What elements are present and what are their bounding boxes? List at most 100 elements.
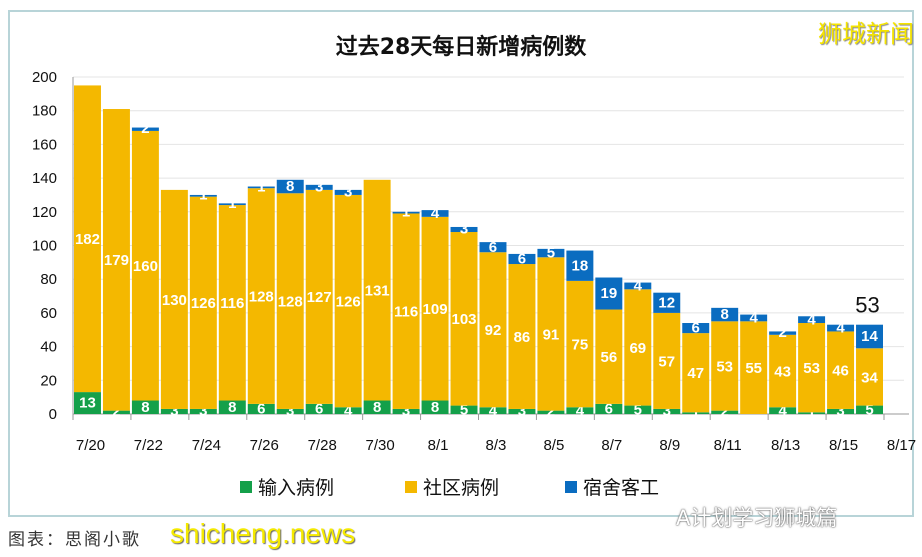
bar-segment xyxy=(827,324,855,332)
data-label: 53 xyxy=(716,358,733,375)
data-label: 4 xyxy=(778,402,787,419)
bar-segment xyxy=(363,179,391,401)
y-tick-label: 0 xyxy=(49,406,57,423)
data-label: 3 xyxy=(315,178,323,195)
data-label: 8 xyxy=(286,178,294,195)
data-label: 1 xyxy=(692,404,700,421)
bar-segment xyxy=(189,194,217,197)
bar-segment xyxy=(305,189,333,404)
data-label: 179 xyxy=(104,252,129,269)
data-label: 5 xyxy=(460,401,468,418)
data-label: 128 xyxy=(249,288,274,305)
data-label: 4 xyxy=(836,320,845,337)
x-tick-label: 7/24 xyxy=(192,437,221,454)
bar-segment xyxy=(769,331,797,335)
data-label: 131 xyxy=(365,283,390,300)
bar-segment xyxy=(131,130,159,401)
y-tick-label: 120 xyxy=(32,204,57,221)
x-tick-label: 8/9 xyxy=(659,437,680,454)
x-tick-label: 8/7 xyxy=(601,437,622,454)
data-label: 4 xyxy=(749,310,758,327)
bar-segment xyxy=(827,331,855,409)
data-label: 57 xyxy=(658,353,675,370)
y-tick-label: 200 xyxy=(32,69,57,86)
y-tick-label: 40 xyxy=(40,339,57,356)
data-label: 2 xyxy=(547,403,555,420)
bar-segment xyxy=(392,211,420,214)
bar-segment xyxy=(711,321,739,411)
bar-segment xyxy=(856,324,883,349)
bar-segment xyxy=(508,408,536,414)
data-label: 126 xyxy=(191,295,216,312)
bar-segment xyxy=(74,392,101,414)
bar-segment xyxy=(131,127,159,131)
data-label: 182 xyxy=(75,231,100,248)
data-label: 116 xyxy=(220,295,244,312)
data-label: 13 xyxy=(79,395,96,412)
data-label: 92 xyxy=(485,322,502,339)
data-label: 103 xyxy=(452,311,477,328)
bar-segment xyxy=(479,242,507,253)
data-label: 116 xyxy=(394,304,418,321)
data-label: 86 xyxy=(514,329,531,346)
x-tick-label: 7/20 xyxy=(76,437,105,454)
bar-segment xyxy=(160,408,188,414)
bar-segment xyxy=(798,316,826,324)
data-label: 128 xyxy=(278,293,303,310)
data-label: 4 xyxy=(431,205,440,222)
x-tick-label: 7/30 xyxy=(366,437,395,454)
bar-segment xyxy=(392,408,420,414)
bar-segment xyxy=(566,250,594,281)
y-tick-label: 180 xyxy=(32,103,57,120)
data-label: 5 xyxy=(634,401,642,418)
data-label: 18 xyxy=(572,257,589,274)
legend-swatch xyxy=(405,481,417,493)
bar-segment xyxy=(595,277,623,310)
total-annotation: 53 xyxy=(855,293,879,318)
x-tick-label: 7/28 xyxy=(308,437,337,454)
bar-segment xyxy=(653,408,681,414)
data-label: 1 xyxy=(402,204,410,221)
chart-credit: 图表：思阁小歌 xyxy=(8,530,141,550)
bar-segment xyxy=(189,196,217,409)
bar-segment xyxy=(682,333,710,413)
bar-segment xyxy=(363,400,391,414)
bar-segment xyxy=(247,188,275,404)
data-label: 12 xyxy=(658,294,675,311)
data-label: 75 xyxy=(572,336,589,353)
data-label: 109 xyxy=(423,301,448,318)
data-label: 5 xyxy=(865,401,873,418)
bar-segment xyxy=(856,405,883,414)
data-label: 8 xyxy=(373,399,381,416)
data-label: 8 xyxy=(431,399,439,416)
bar-segment xyxy=(421,400,449,414)
legend-swatch xyxy=(240,481,252,493)
bar-segment xyxy=(711,410,739,414)
bar-segment xyxy=(218,205,246,401)
bar-segment xyxy=(247,186,275,189)
bar-segment xyxy=(276,193,304,409)
data-label: 1 xyxy=(807,404,815,421)
bar-segment xyxy=(218,203,246,206)
bar-segment xyxy=(102,109,130,411)
x-tick-label: 8/5 xyxy=(543,437,564,454)
bar-segment xyxy=(566,280,594,408)
bar-segment xyxy=(450,232,478,406)
bar-segment xyxy=(508,264,536,409)
chart-title: 过去28天每日新增病例数 xyxy=(336,34,588,60)
y-tick-label: 80 xyxy=(40,271,57,288)
data-label: 3 xyxy=(518,402,526,419)
data-label: 6 xyxy=(518,251,526,268)
bar-segment xyxy=(450,226,478,233)
x-tick-label: 8/11 xyxy=(714,437,742,454)
x-tick-label: 8/17 xyxy=(887,437,916,454)
data-label: 55 xyxy=(745,360,762,377)
data-label: 130 xyxy=(162,292,187,309)
bar-segment xyxy=(218,400,246,414)
data-label: 6 xyxy=(605,401,613,418)
bar-segment xyxy=(334,189,362,195)
legend-swatch xyxy=(565,481,577,493)
bar-segment xyxy=(160,189,188,409)
watermark-bottom: shicheng.news xyxy=(170,518,356,549)
data-label: 3 xyxy=(344,183,352,200)
